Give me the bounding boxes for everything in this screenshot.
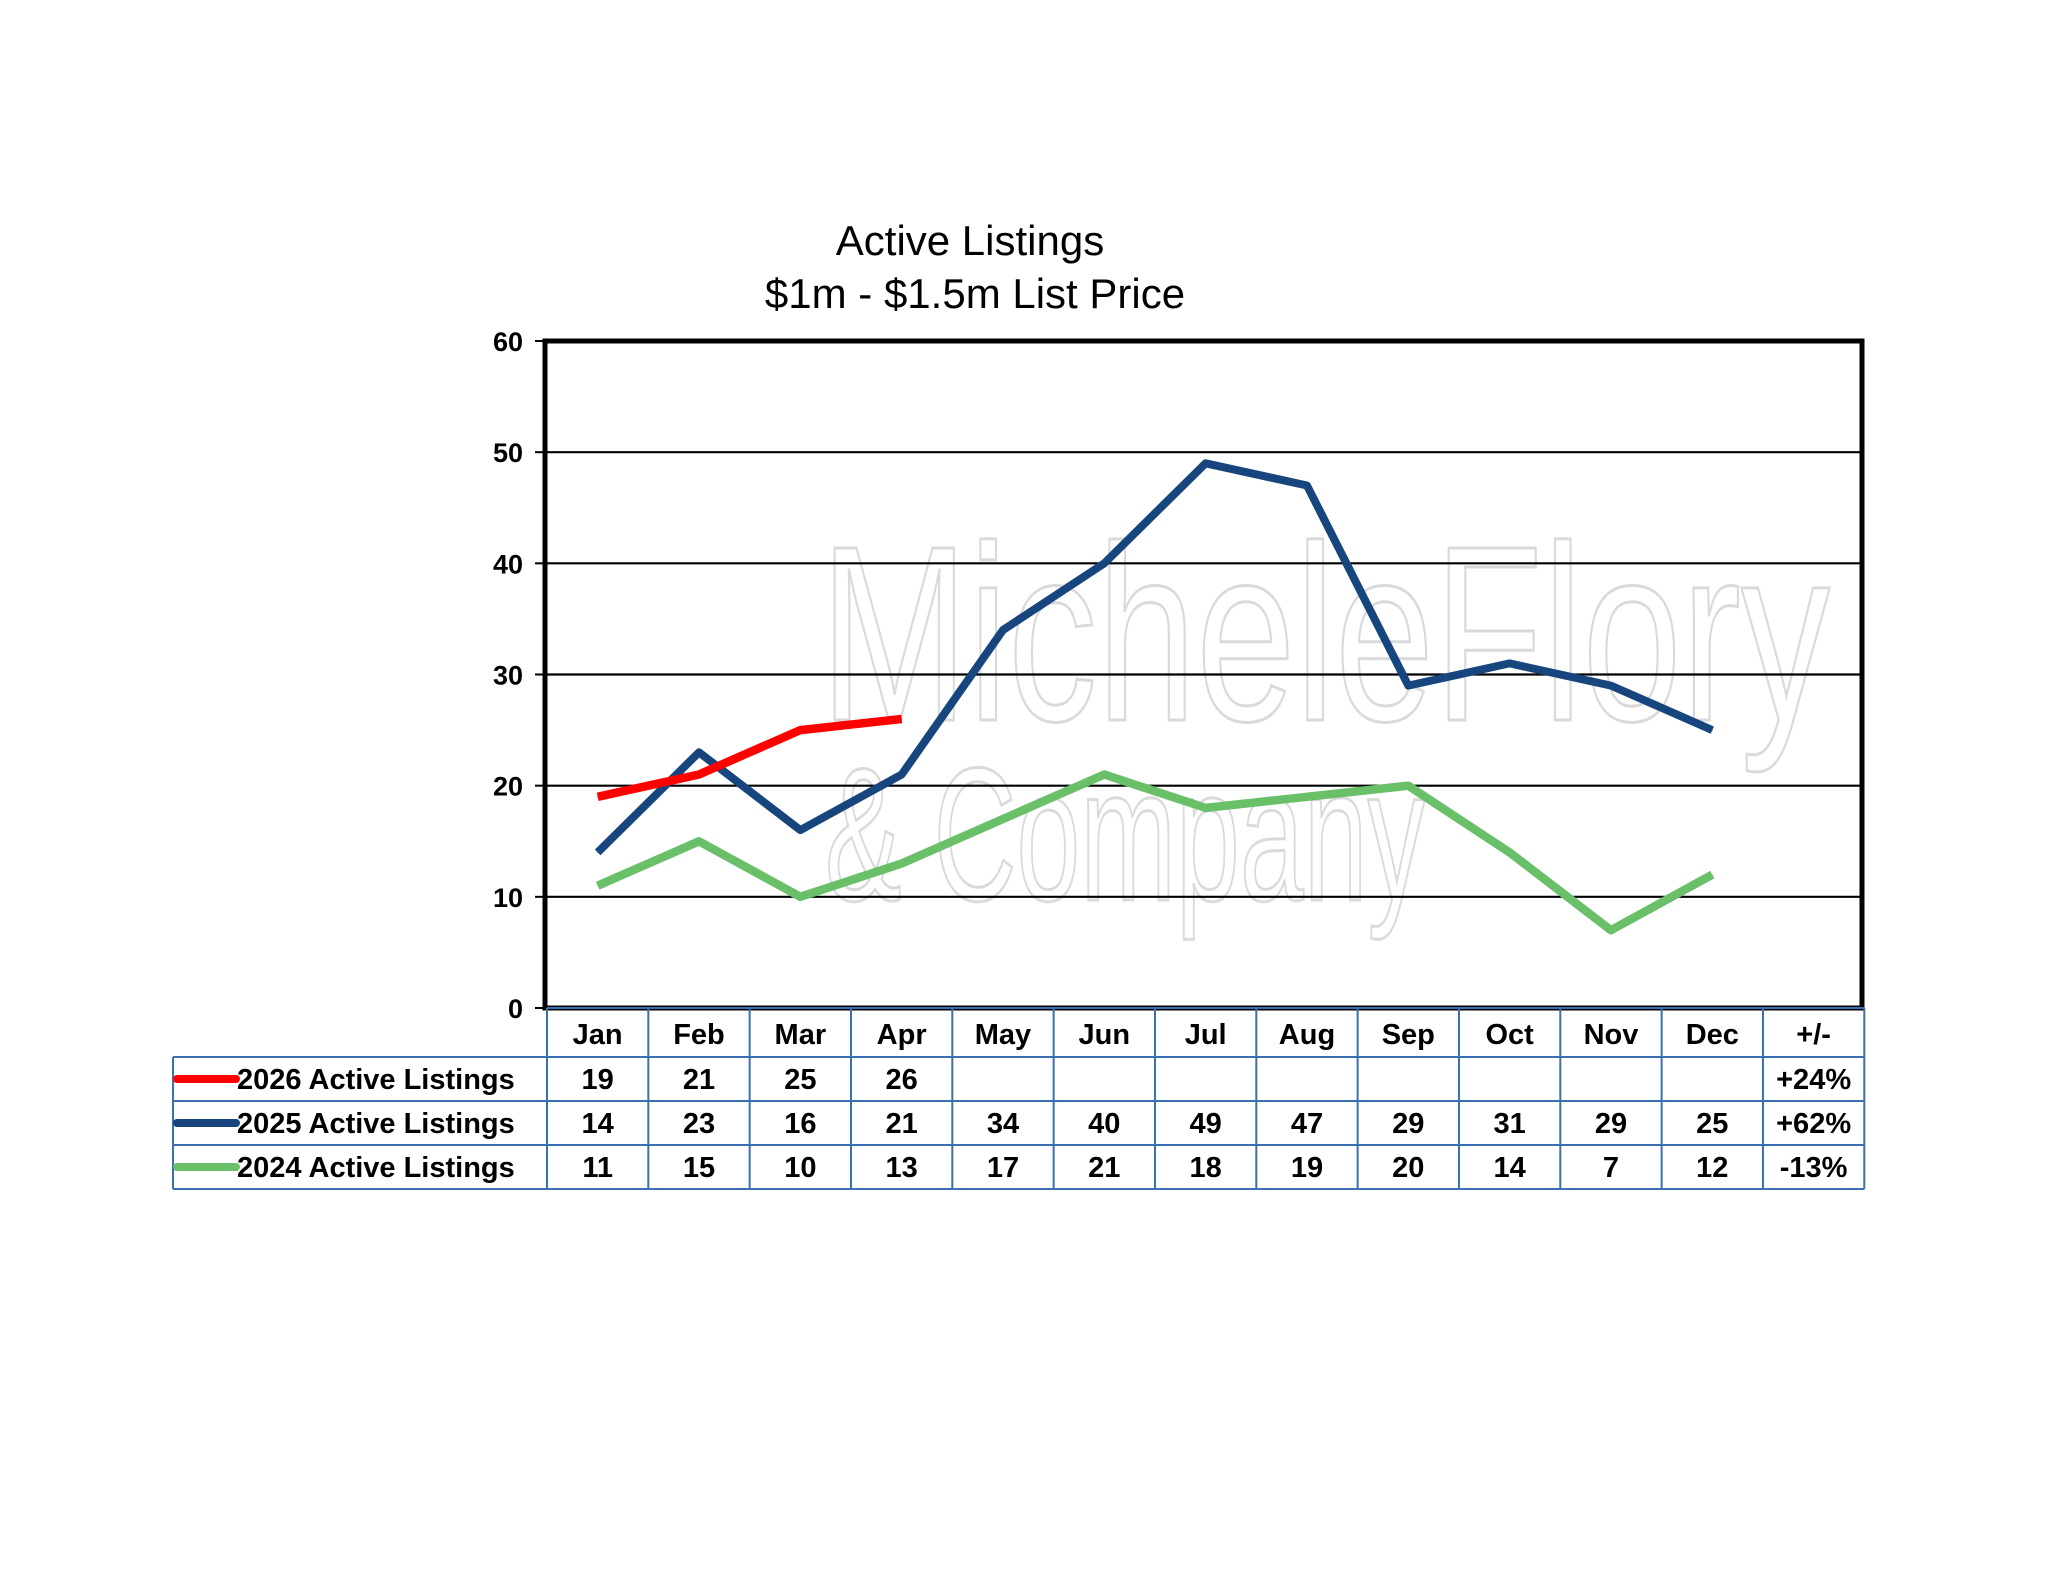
x-category-label: Aug [1279,1019,1335,1051]
data-point [1205,807,1207,809]
data-point [799,829,801,831]
watermark-logo: MicheleFlory & Company [819,493,1832,943]
change-value: -13% [1780,1152,1848,1184]
table-cell-value: 34 [987,1108,1019,1140]
table-cell-value: 19 [1291,1152,1323,1184]
data-point [597,851,599,853]
y-axis: 0 10 20 30 40 50 60 [493,327,545,1024]
table-cell-value: 25 [1696,1108,1728,1140]
y-tick-label: 0 [508,994,523,1024]
x-category-label: Apr [877,1019,927,1051]
table-cell-value: 29 [1392,1108,1424,1140]
data-point [1509,662,1511,664]
x-category-label: Feb [673,1019,725,1051]
change-header: +/- [1796,1019,1831,1051]
data-point [799,896,801,898]
data-point [1306,485,1308,487]
table-cell-value: 21 [1088,1152,1120,1184]
table-cell-value: 21 [683,1064,715,1096]
series-line [594,459,1714,856]
y-tick-label: 60 [493,327,523,357]
x-category-label: Nov [1584,1019,1639,1051]
x-category-label: Jan [573,1019,623,1051]
data-point [1407,785,1409,787]
y-tick-label: 20 [493,772,523,802]
legend-label: 2026 Active Listings [237,1064,515,1096]
table-cell-value: 21 [886,1108,918,1140]
y-tick-label: 30 [493,661,523,691]
y-tick-label: 10 [493,883,523,913]
data-point [901,718,903,720]
x-category-label: Sep [1382,1019,1435,1051]
change-value: +62% [1776,1108,1851,1140]
table-cell-value: 15 [683,1152,715,1184]
chart-subtitle: $1m - $1.5m List Price [765,270,1185,317]
table-cell-value: 16 [784,1108,816,1140]
table-cell-value: 14 [1494,1152,1526,1184]
data-point [1711,729,1713,731]
data-point [1103,562,1105,564]
x-category-label: Oct [1485,1019,1534,1051]
table-cell-value: 10 [784,1152,816,1184]
x-category-label: May [975,1019,1031,1051]
data-table: Jan Feb Mar Apr May Jun Jul Aug Sep Oct Nov Dec +/- 2… [172,1007,1866,1190]
table-cell-value: 17 [987,1152,1019,1184]
table-cell-value: 7 [1603,1152,1619,1184]
series-line [595,770,1715,935]
data-point [1103,774,1105,776]
table-cell-value: 20 [1392,1152,1424,1184]
table-cell-value: 47 [1291,1108,1323,1140]
table-cell-value: 18 [1190,1152,1222,1184]
change-value: +24% [1776,1064,1851,1096]
data-point [698,751,700,753]
data-point [1610,685,1612,687]
table-cell-value: 19 [582,1064,614,1096]
x-category-label: Dec [1686,1019,1739,1051]
table-cell-value: 25 [784,1064,816,1096]
data-point [1205,462,1207,464]
x-category-label: Mar [775,1019,827,1051]
data-point [901,862,903,864]
table-cell-value: 40 [1088,1108,1120,1140]
legend-label: 2024 Active Listings [237,1152,515,1184]
y-tick-label: 50 [493,438,523,468]
table-cell-value: 13 [886,1152,918,1184]
table-cell-value: 49 [1190,1108,1222,1140]
legend-label: 2025 Active Listings [237,1108,515,1140]
data-point [1002,629,1004,631]
data-point [1711,874,1713,876]
gridlines [545,451,1862,898]
data-point [1509,851,1511,853]
data-point [597,885,599,887]
data-point [1306,796,1308,798]
data-point [1002,818,1004,820]
y-tick-label: 40 [493,549,523,579]
watermark-text-line1: MicheleFlory [820,494,1830,773]
watermark-text-line2: & Company [825,729,1425,941]
series-lines [594,459,1715,935]
data-point [597,796,599,798]
data-point [799,729,801,731]
chart-title: Active Listings [836,217,1104,264]
data-point [698,774,700,776]
data-point [901,774,903,776]
x-category-label: Jul [1185,1019,1227,1051]
data-point [698,840,700,842]
table-cell-value: 12 [1696,1152,1728,1184]
table-cell-value: 26 [886,1064,918,1096]
data-point [1610,929,1612,931]
table-cell-value: 23 [683,1108,715,1140]
table-cell-value: 29 [1595,1108,1627,1140]
x-category-label: Jun [1079,1019,1131,1051]
series-line [596,714,903,801]
table-cell-value: 14 [582,1108,614,1140]
table-cell-value: 31 [1494,1108,1526,1140]
table-cell-value: 11 [582,1152,613,1184]
data-point [1407,685,1409,687]
